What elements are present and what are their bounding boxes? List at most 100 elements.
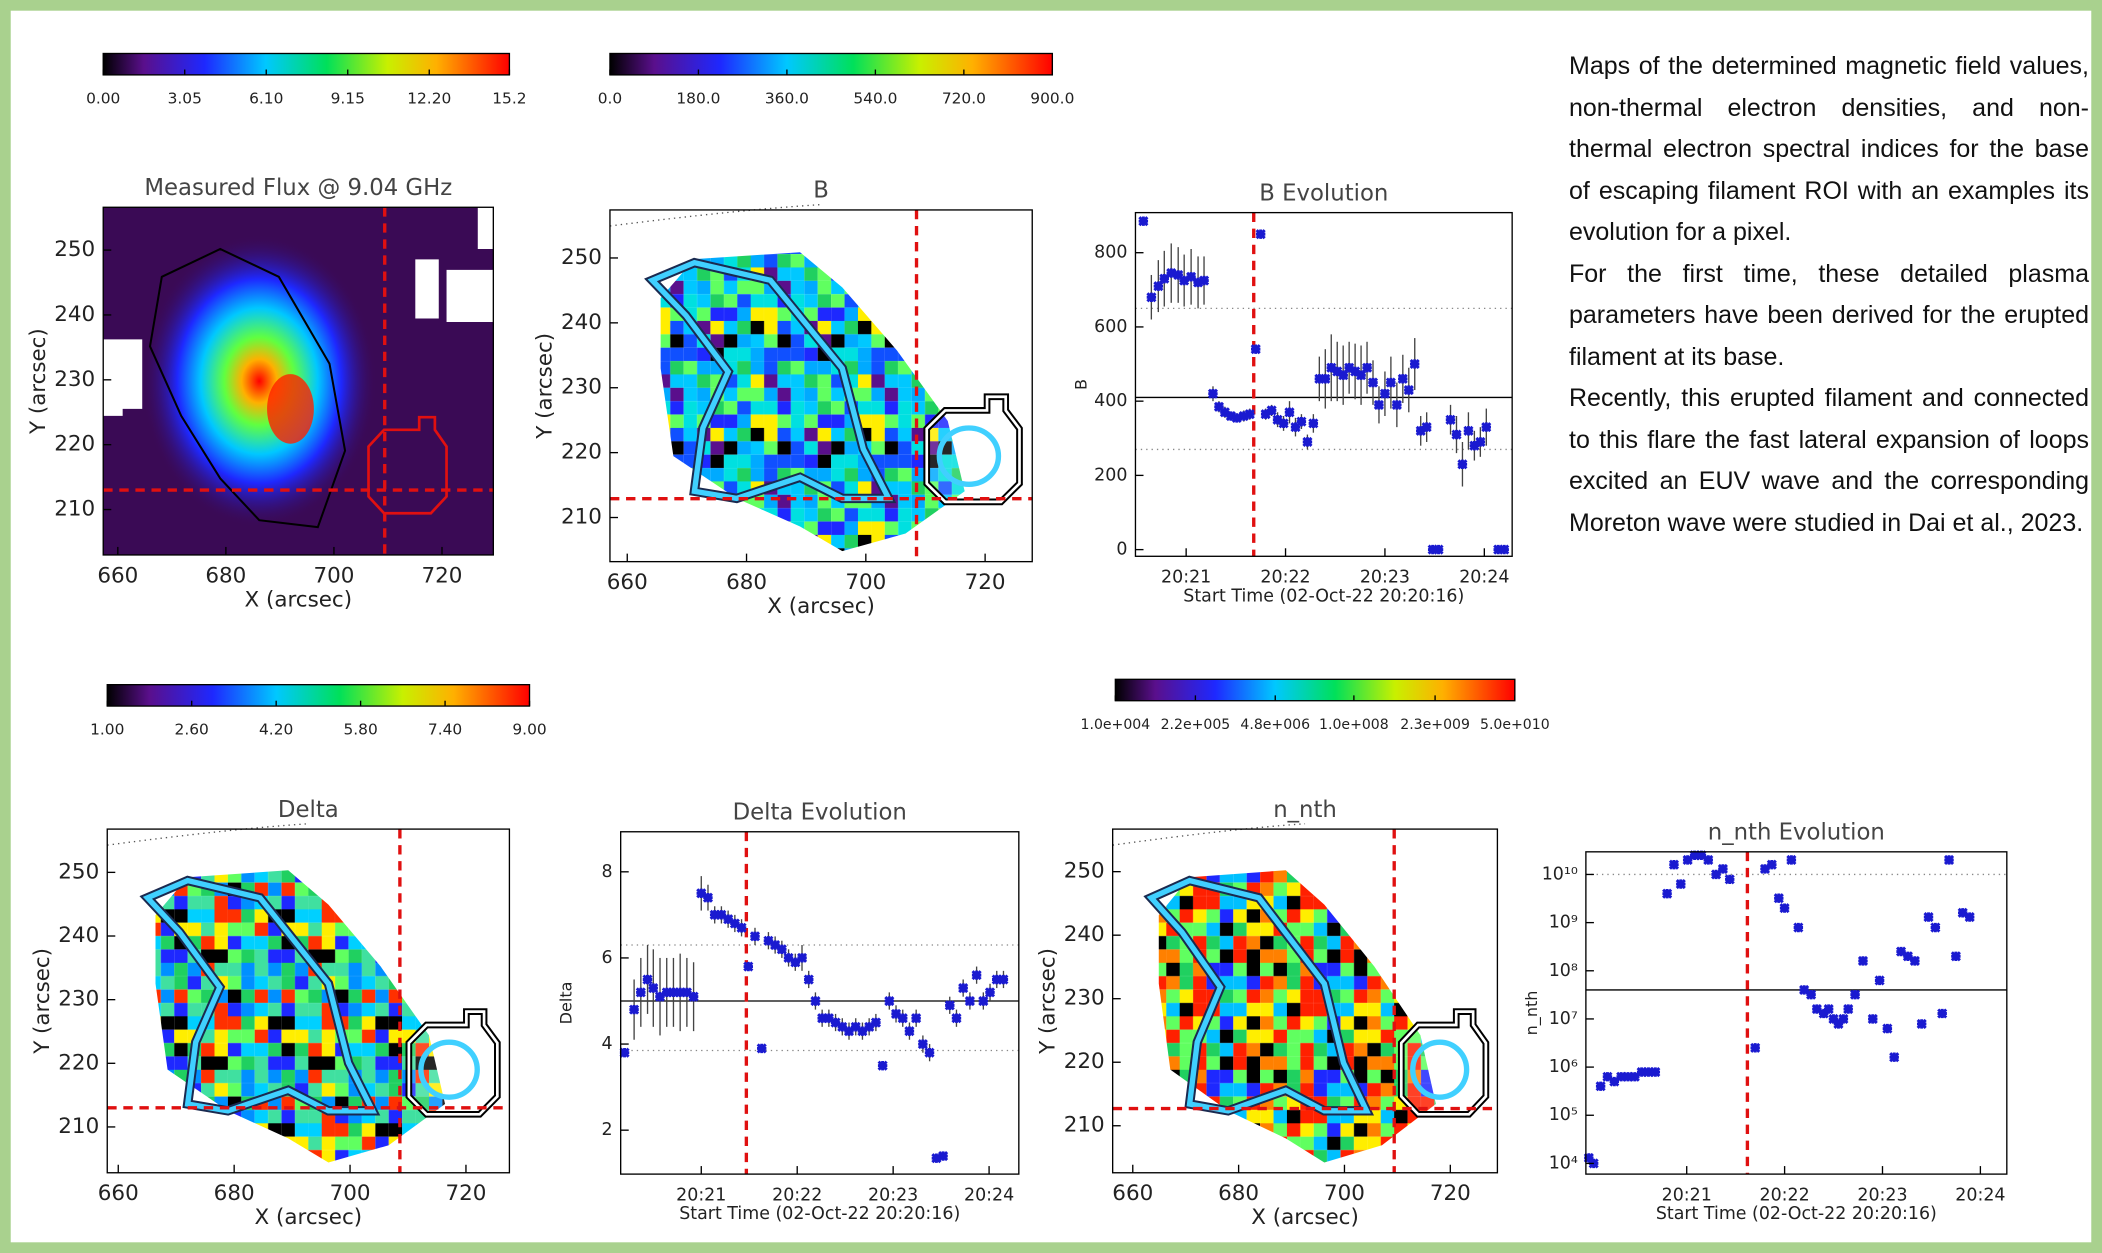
- data-point: [636, 988, 645, 997]
- limb: [610, 205, 821, 226]
- data-point: [1434, 545, 1443, 554]
- x-axis-label: X (arcsec): [244, 587, 352, 612]
- data-point: [1446, 415, 1455, 424]
- y-tick-label: 210: [58, 1114, 99, 1139]
- data-point: [1452, 430, 1461, 439]
- y-tick-label: 2: [602, 1120, 613, 1140]
- y-tick-label: 10⁶: [1549, 1057, 1578, 1077]
- data-point: [797, 953, 806, 962]
- data-point: [972, 970, 981, 979]
- y-tick-label: 10⁹: [1549, 913, 1578, 933]
- colorbar-tick-label: 2.2e+005: [1161, 717, 1231, 733]
- data-point: [737, 923, 746, 932]
- data-point: [959, 983, 968, 992]
- data-point: [938, 1151, 947, 1160]
- colorbar-tick-label: 0.0: [598, 89, 622, 107]
- colorbar-tick-label: 3.05: [168, 89, 202, 107]
- y-tick-label: 240: [54, 302, 95, 327]
- colorbar-tick-label: 5.80: [343, 721, 377, 739]
- map-blob: [267, 374, 314, 444]
- y-tick-label: 220: [1064, 1049, 1105, 1074]
- y-tick-label: 4: [602, 1034, 613, 1054]
- data-point: [979, 996, 988, 1005]
- data-point: [1718, 864, 1727, 873]
- data-point: [985, 988, 994, 997]
- data-point: [1794, 923, 1803, 932]
- colorbar: [1115, 679, 1514, 700]
- map-blank: [478, 207, 494, 249]
- colorbar-tick-label: 0.00: [86, 89, 120, 107]
- x-tick-label: 680: [1218, 1181, 1259, 1206]
- y-tick-label: 210: [561, 505, 602, 530]
- chart-title: B Evolution: [1259, 180, 1388, 206]
- colorbar-tick-label: 15.2: [492, 89, 526, 107]
- data-point: [1410, 359, 1419, 368]
- y-tick-label: 210: [54, 497, 95, 522]
- data-point: [1774, 894, 1783, 903]
- data-point: [1404, 385, 1413, 394]
- data-point: [1267, 406, 1276, 415]
- data-point: [1309, 419, 1318, 428]
- colorbar-tick-label: 540.0: [853, 89, 897, 107]
- data-point: [757, 1044, 766, 1053]
- slide: Measured Flux @ 9.04 GHz6606807007202102…: [0, 0, 2102, 1253]
- colorbar-tick-label: 2.3e+009: [1400, 717, 1470, 733]
- data-point: [1787, 855, 1796, 864]
- y-axis-label: Y (arcsec): [26, 328, 51, 435]
- x-tick-label: 680: [205, 563, 246, 588]
- data-point: [1279, 419, 1288, 428]
- x-tick-label: 20:22: [772, 1186, 822, 1206]
- colorbar-tick-label: 9.00: [512, 721, 546, 739]
- data-point: [1965, 912, 1974, 921]
- y-tick-label: 220: [561, 440, 602, 465]
- data-point: [1883, 1024, 1892, 1033]
- data-point: [1924, 912, 1933, 921]
- chart-title: Delta Evolution: [733, 800, 907, 826]
- data-point: [1858, 956, 1867, 965]
- x-axis-label: Start Time (02-Oct-22 20:20:16): [1656, 1204, 1937, 1224]
- x-tick-label: 20:24: [1459, 568, 1509, 588]
- colorbar-tick-label: 9.15: [331, 89, 365, 107]
- x-tick-label: 20:24: [1955, 1186, 2005, 1206]
- x-tick-label: 720: [422, 563, 463, 588]
- y-tick-label: 220: [54, 432, 95, 457]
- y-tick-label: 230: [561, 375, 602, 400]
- y-tick-label: 10⁵: [1549, 1105, 1578, 1125]
- map-blank: [103, 381, 122, 416]
- x-tick-label: 700: [845, 570, 886, 595]
- data-point: [1147, 293, 1156, 302]
- data-point: [1944, 855, 1953, 864]
- chart-title: n_nth Evolution: [1708, 820, 1885, 846]
- y-tick-label: 240: [561, 310, 602, 335]
- colorbar-tick-label: 180.0: [676, 89, 720, 107]
- y-tick-label: 8: [602, 862, 613, 882]
- data-point: [1704, 855, 1713, 864]
- data-point: [1458, 460, 1467, 469]
- map-blank: [415, 259, 438, 318]
- data-point: [1256, 229, 1265, 238]
- data-point: [1482, 422, 1491, 431]
- data-point: [1844, 1004, 1853, 1013]
- limb: [107, 824, 308, 845]
- data-point: [1676, 879, 1685, 888]
- data-point: [629, 1005, 638, 1014]
- x-tick-label: 20:23: [868, 1186, 918, 1206]
- x-axis-label: Start Time (02-Oct-22 20:20:16): [1183, 586, 1464, 606]
- x-tick-label: 720: [445, 1181, 486, 1206]
- x-tick-label: 700: [330, 1181, 371, 1206]
- chart-title: Delta: [278, 797, 339, 823]
- data-point: [1368, 378, 1377, 387]
- colorbar-tick-label: 12.20: [407, 89, 451, 107]
- data-point: [1374, 400, 1383, 409]
- y-tick-label: 230: [54, 367, 95, 392]
- colorbar-tick-label: 2.60: [175, 721, 209, 739]
- colorbar-tick-label: 5.0e+010: [1480, 717, 1550, 733]
- paragraph: Maps of the determined magnetic field va…: [1569, 46, 2089, 254]
- data-point: [1297, 417, 1306, 426]
- data-point: [1464, 426, 1473, 435]
- colorbar-tick-label: 720.0: [942, 89, 986, 107]
- y-tick-label: 600: [1094, 317, 1127, 337]
- chart-title: n_nth: [1273, 797, 1337, 823]
- data-point: [1251, 344, 1260, 353]
- data-point: [1208, 389, 1217, 398]
